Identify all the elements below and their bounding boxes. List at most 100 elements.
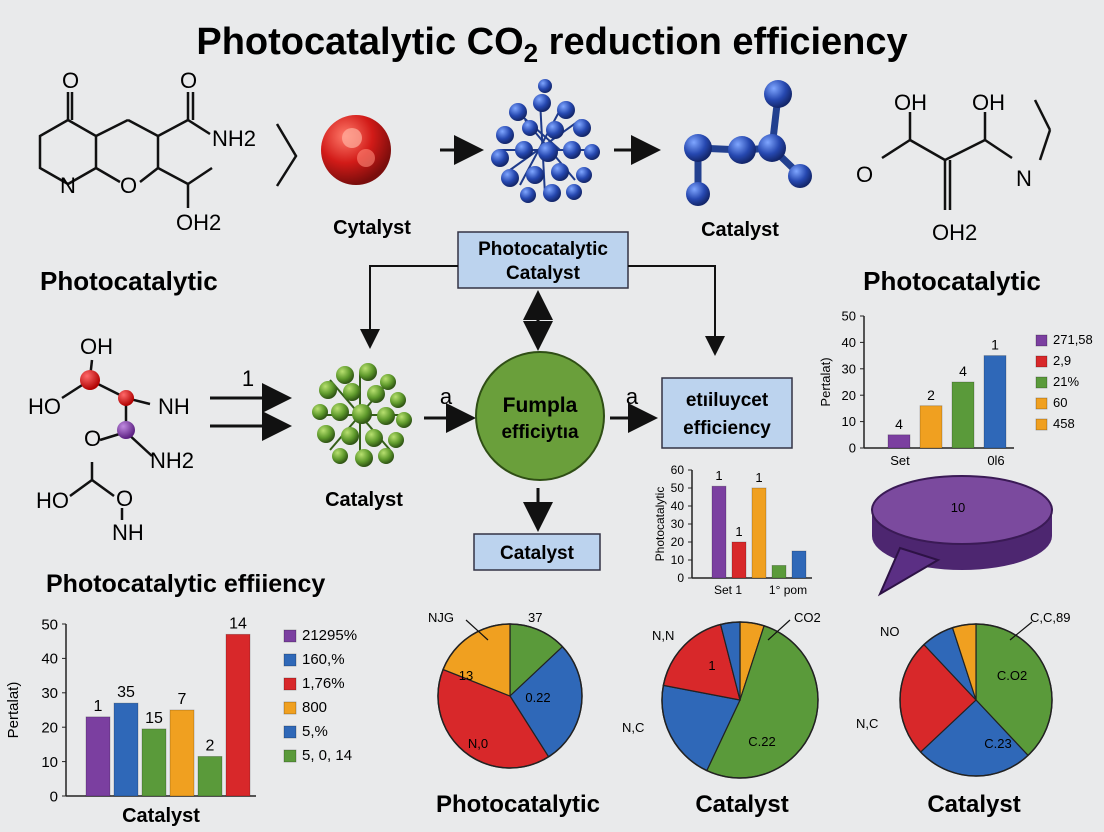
y-tick-label: 0 (50, 788, 58, 805)
atom-oh: OH (972, 90, 1005, 115)
atom-n: N (60, 173, 76, 198)
pie-label: 0.22 (525, 690, 550, 705)
y-tick-label: 20 (41, 719, 58, 736)
photocatalytic-catalyst-box (457, 231, 629, 289)
bar-value-label: 4 (959, 363, 967, 379)
efficiency-box (661, 377, 793, 449)
bar-value-label: 1 (755, 470, 762, 485)
bar-value-label: 2 (927, 387, 935, 403)
pie-label: C,C,89 (1030, 610, 1070, 625)
pie-outline (437, 623, 583, 769)
y-tick-label: 30 (41, 685, 58, 702)
y-axis-label: Photocatalytic (653, 487, 667, 562)
pie-chart-right (899, 623, 1053, 777)
purple-disc (871, 475, 1053, 597)
pie-label: 37 (528, 610, 542, 625)
bar-value-label: 7 (178, 691, 187, 708)
bar (791, 550, 807, 579)
green-cluster (312, 363, 412, 467)
y-tick-label: 0 (677, 571, 684, 585)
y-tick-label: 50 (842, 309, 856, 324)
x-axis-label: Catalyst (122, 805, 200, 827)
bar (225, 633, 251, 797)
legend-label: 21295% (302, 627, 357, 644)
pie-label: NO (880, 624, 900, 639)
legend-label: 160,% (302, 651, 345, 668)
legend-label: 60 (1053, 395, 1067, 410)
pie-label: CO2 (794, 610, 821, 625)
pie-outline (899, 623, 1053, 777)
efficiency-circle (475, 351, 605, 481)
disc-label: 10 (951, 500, 965, 515)
pie-chart-left (437, 623, 583, 769)
bar (919, 405, 943, 449)
y-tick-label: 40 (41, 651, 58, 668)
pie-label: 1 (708, 658, 715, 673)
blue-cluster-label: Catalyst (701, 219, 779, 241)
bar-value-label: 2 (206, 737, 215, 754)
circle-line: efficiytıa (501, 422, 579, 443)
atom-nh2: NH2 (150, 448, 194, 473)
atom-ho: HO (28, 394, 61, 419)
pie-chart-middle (661, 621, 819, 779)
green-cluster-label: Catalyst (325, 489, 403, 511)
bar (169, 709, 195, 797)
legend-label: 5, 0, 14 (302, 747, 352, 764)
atom-o: O (116, 486, 133, 511)
legend-label: 21% (1053, 374, 1079, 389)
bar-chart-upper-right: 50 40 30 20 10 0 4 2 4 1 Pertalat) Set 0l6 271,58 2,9 2… (818, 309, 1093, 468)
bar-value-label: 1 (735, 524, 742, 539)
y-tick-label: 10 (671, 553, 685, 567)
legend-swatch (283, 725, 297, 739)
y-tick-label: 20 (842, 388, 856, 403)
bar (113, 702, 139, 797)
atom-nh: NH (158, 394, 190, 419)
y-tick-label: 30 (671, 517, 685, 531)
molecule-top-right (881, 99, 1052, 210)
atom-o: O (120, 173, 137, 198)
y-tick-label: 40 (671, 499, 685, 513)
pie-label: N,C (622, 720, 644, 735)
y-tick-label: 0 (849, 441, 856, 456)
ball-and-stick-molecule (684, 80, 812, 206)
atom-ball-red (80, 370, 100, 390)
legend-swatch (283, 677, 297, 691)
circle-line: Fumpla (503, 394, 578, 417)
atom-o: O (84, 426, 101, 451)
bar-value-label: 14 (229, 615, 247, 632)
bar-value-label: 1 (991, 337, 999, 353)
x-tick-label: 0l6 (987, 453, 1004, 468)
blue-cluster (491, 79, 600, 203)
bar-value-label: 1 (715, 468, 722, 483)
y-tick-label: 40 (842, 335, 856, 350)
molecule-caption: Photocatalytic (863, 266, 1041, 296)
box-line: efficiency (683, 418, 771, 439)
bar-value-label: 15 (145, 710, 163, 727)
pie-label: C.O2 (997, 668, 1027, 683)
pie-labels-middle: N,N CO2 1 N,C C.22 (622, 610, 821, 749)
bar-chart-bottom-left: 50 40 30 20 10 0 1 35 15 7 2 14 Pertalat) Catalyst 212… (5, 615, 357, 827)
box-line: Photocatalytic (478, 239, 608, 260)
molecule-mid-left (61, 359, 153, 520)
y-tick-label: 50 (671, 481, 685, 495)
red-sphere (321, 115, 391, 185)
bar (731, 541, 747, 579)
legend-swatch (283, 653, 297, 667)
legend-label: 800 (302, 699, 327, 716)
legend-label: 1,76% (302, 675, 345, 692)
bar (983, 355, 1007, 449)
pie-label: N,C (856, 716, 878, 731)
box-line: etıiluycet (686, 390, 769, 411)
box-line: Catalyst (506, 263, 581, 284)
arrow-label: a (626, 384, 639, 409)
bar (951, 381, 975, 449)
catalyst-box (473, 533, 601, 571)
y-axis-label: Pertalat) (818, 357, 833, 406)
bracket (275, 123, 298, 187)
legend-label: 2,9 (1053, 353, 1071, 368)
legend-swatch (1035, 418, 1048, 431)
x-tick-label: Set (890, 453, 910, 468)
connector-lines (360, 265, 725, 356)
